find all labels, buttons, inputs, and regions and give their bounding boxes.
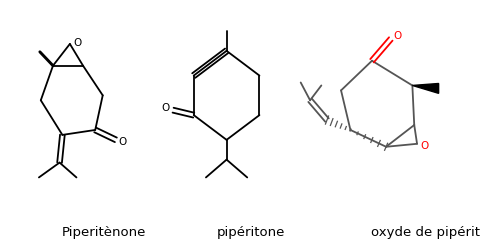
Text: Piperitènone: Piperitènone [62, 226, 146, 239]
Text: O: O [393, 31, 402, 41]
Text: O: O [421, 141, 429, 151]
Text: oxyde de pipérit: oxyde de pipérit [371, 226, 480, 239]
Text: O: O [161, 103, 169, 113]
Polygon shape [412, 83, 439, 93]
Text: O: O [74, 38, 82, 48]
Text: pipéritone: pipéritone [216, 226, 285, 239]
Text: O: O [119, 137, 127, 147]
